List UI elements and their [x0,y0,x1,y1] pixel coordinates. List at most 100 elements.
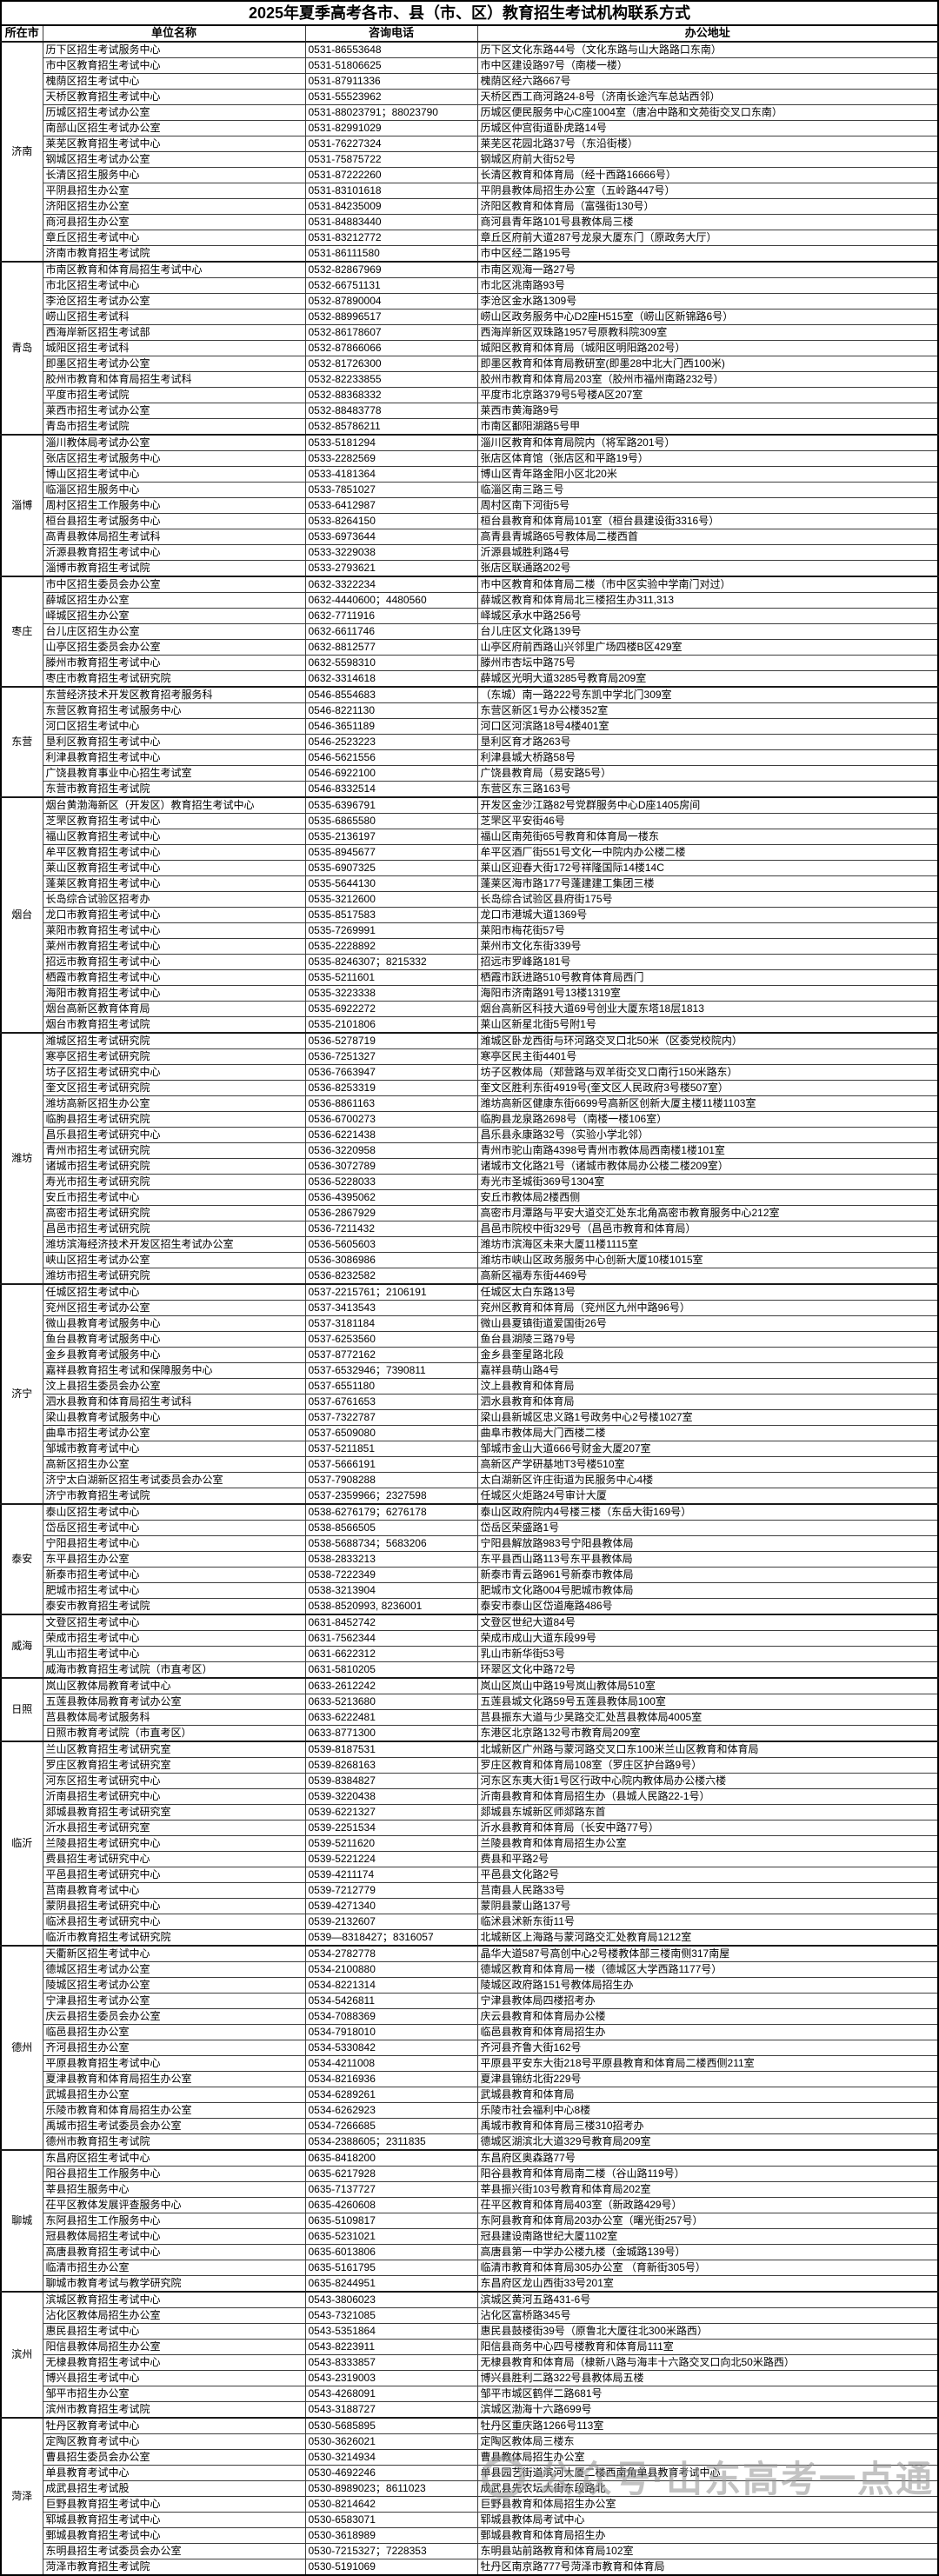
address-cell: 齐河县齐鲁大街162号 [476,2039,939,2056]
table-row: 齐河县招生办公室 0534-5330842 齐河县齐鲁大街162号 [1,2039,939,2056]
unit-name-cell: 宁阳县招生考试中心 [42,1534,306,1552]
unit-name-cell: 夏津县教育和体育局招生办公室 [42,2070,306,2087]
unit-name-cell: 陵城区招生考试办公室 [42,1976,306,1994]
unit-name-cell: 长清区招生服务中心 [42,166,306,183]
phone-cell: 0530-3626021 [304,2433,478,2450]
unit-name-cell: 梁山县教育考试服务中心 [42,1408,306,1426]
address-cell: 峄城区承水中路256号 [476,607,939,624]
table-row: 李沧区招生考试办公室 0532-87890004 李沧区金水路1309号 [1,292,939,310]
phone-cell: 0546-8221130 [304,702,478,719]
address-cell: 潍坊市峡山区政务服务中心创新大厦10楼1015室 [476,1251,939,1268]
phone-cell: 0535-6865580 [304,812,478,829]
table-row: 罗庄区教育招生考试研究室 0539-8268163 罗庄区教育和体育局108室（罗庄… [1,1756,939,1774]
phone-cell: 0534-2100880 [304,1960,478,1978]
phone-cell: 0539-2132607 [304,1913,478,1930]
address-cell: 昌乐县永康路32号（实验小学北邻） [476,1126,939,1143]
unit-name-cell: 滨城区教育招生考试中心 [42,2290,306,2308]
unit-name-cell: 昌邑市招生考试研究院 [42,1220,306,1237]
table-row: 乐陵市教育和体育局招生办公室 0534-6262923 乐陵市社会福利中心8楼 [1,2101,939,2119]
address-cell: 龙口市港城大道1369号 [476,906,939,923]
phone-cell: 0537-5666191 [304,1455,478,1473]
address-cell: 长清区教育和体育局（经十西路16666号） [476,166,939,183]
unit-name-cell: 平邑县招生考试研究中心 [42,1866,306,1883]
phone-cell: 0635-6013806 [304,2243,478,2260]
phone-cell: 0531-55523962 [304,88,478,105]
unit-name-cell: 东营区教育招生考试服务中心 [42,702,306,719]
phone-cell: 0535-6907325 [304,859,478,876]
unit-name-cell: 牟平区教育招生考试中心 [42,843,306,861]
table-row: 曹县招生委员会办公室 0530-3214934 曹县教体局招生办公室 [1,2448,939,2466]
address-cell: 微山县夏镇街道爱国街26号 [476,1315,939,1332]
address-cell: 任城区火炬路24号审计大厦 [476,1487,939,1505]
address-cell: 沂南县教育和体育局招生办（县城人民路22-1号） [476,1787,939,1805]
phone-cell: 0632-6611746 [304,622,478,640]
address-cell: 泰山区政府院内4号楼三楼（东岳大街169号） [476,1502,939,1521]
address-cell: 市中区建设路97号（南楼一楼） [476,57,939,74]
unit-name-cell: 槐荫区招生考试中心 [42,72,306,90]
table-row: 鱼台县教育考试服务中心 0537-6253560 鱼台县湖陵三路79号 [1,1330,939,1348]
table-row: 垦利区教育招生考试中心 0546-2523223 垦利区育才路263号 [1,733,939,750]
phone-cell: 0537-6253560 [304,1330,478,1348]
table-row: 桓台县招生考试服务中心 0533-8264150 桓台县教育和体育局101室（桓台县… [1,512,939,529]
address-cell: 青州市驼山南路4398号青州市教体局西南楼1楼101室 [476,1142,939,1159]
table-row: 芝罘区教育招生考试中心 0535-6865580 芝罘区平安街46号 [1,812,939,829]
table-row: 龙口市教育招生考试中心 0535-8517583 龙口市港城大道1369号 [1,906,939,923]
address-cell: 烟台高新区科技大道69号创业大厦东塔18层1813 [476,1000,939,1017]
address-cell: 莱山区新星北街5号附1号 [476,1015,939,1034]
table-row: 高新区招生办公室 0537-5666191 高新区产学研基地T3号楼510室 [1,1455,939,1473]
table-row: 潍坊高新区招生办公室 0536-8861163 潍坊高新区健康东街6699号高新区创… [1,1095,939,1112]
unit-name-cell: 蓬莱区教育招生考试中心 [42,875,306,892]
phone-cell: 0531-51806625 [304,57,478,74]
unit-name-cell: 海阳市教育招生考试中心 [42,984,306,1002]
address-cell: 泗水县教育和体育局 [476,1393,939,1410]
unit-name-cell: 沂源县教育招生考试中心 [42,543,306,561]
city-label: 德州 [0,1944,43,2151]
table-row: 临淄区招生服务中心 0533-7851027 临淄区南三路三号 [1,481,939,498]
unit-name-cell: 牡丹区教育考试中心 [42,2416,306,2434]
phone-cell: 0539-5211620 [304,1834,478,1852]
phone-cell: 0632-5598310 [304,654,478,671]
city-label: 济宁 [0,1282,43,1505]
phone-cell: 0531-86553648 [304,40,478,58]
unit-name-cell: 奎文区招生考试研究院 [42,1079,306,1096]
unit-name-cell: 武城县招生办公室 [42,2086,306,2103]
address-cell: 博山区青年路金阳小区北20米 [476,465,939,483]
address-cell: 乳山市新华街53号 [476,1645,939,1662]
phone-cell: 0536-7211432 [304,1220,478,1237]
address-cell: 滕州市杏坛中路75号 [476,654,939,671]
unit-name-cell: 市北区招生考试中心 [42,276,306,294]
unit-name-cell: 临沂市教育招生考试研究院 [42,1928,306,1947]
address-cell: 蒙阴县蒙山路137号 [476,1897,939,1914]
phone-cell: 0536-8253319 [304,1079,478,1096]
address-cell: 商河县青年路101号县教体局三楼 [476,213,939,230]
address-cell: 太白湖新区许庄街道为民服务中心4楼 [476,1471,939,1488]
unit-name-cell: 临朐县招生考试研究院 [42,1110,306,1128]
table-row: 曲阜市招生考试办公室 0537-6509080 曲阜市教体局大门西楼二楼 [1,1424,939,1441]
unit-name-cell: 寒亭区招生考试研究院 [42,1048,306,1065]
address-cell: 禹城市教育和体育局三楼310招考办 [476,2117,939,2134]
unit-name-cell: 聊城市教育考试与教学研究院 [42,2274,306,2293]
phone-cell: 0635-8244951 [304,2274,478,2293]
phone-cell: 0543-8333857 [304,2353,478,2371]
unit-name-cell: 兖州区招生考试办公室 [42,1299,306,1316]
address-cell: 平原县平安东大街218号平原县教育和体育局二楼西侧211室 [476,2054,939,2072]
phone-cell: 0635-7137727 [304,2180,478,2198]
phone-cell: 0539-8384827 [304,1772,478,1789]
table-row: 广饶县教育事业中心招生考试室 0546-6922100 广饶县教育局（易安路5号） [1,764,939,782]
phone-cell: 0536-5278719 [304,1031,478,1049]
phone-cell: 0531-82991029 [304,119,478,136]
address-cell: 宁阳县解放路983号宁阳县教体局 [476,1534,939,1552]
city-label: 济南 [0,40,43,263]
address-cell: 沂水县教育和体育局（长安中路77号） [476,1819,939,1836]
phone-cell: 0537-6551180 [304,1377,478,1395]
unit-name-cell: 定陶区教育考试中心 [42,2433,306,2450]
phone-cell: 0530-8989023；8611023 [304,2479,478,2497]
phone-cell: 0546-5621556 [304,749,478,766]
unit-name-cell: 德州市教育招生考试院 [42,2133,306,2151]
phone-cell: 0533-2282569 [304,449,478,467]
city-label: 青岛 [0,260,43,436]
table-row: 市北区招生考试中心 0532-66751131 市北区洮南路93号 [1,276,939,294]
address-cell: 罗庄区教育和体育局108室（罗庄区护台路9号） [476,1756,939,1774]
phone-cell: 0537-2215761；2106191 [304,1282,478,1301]
